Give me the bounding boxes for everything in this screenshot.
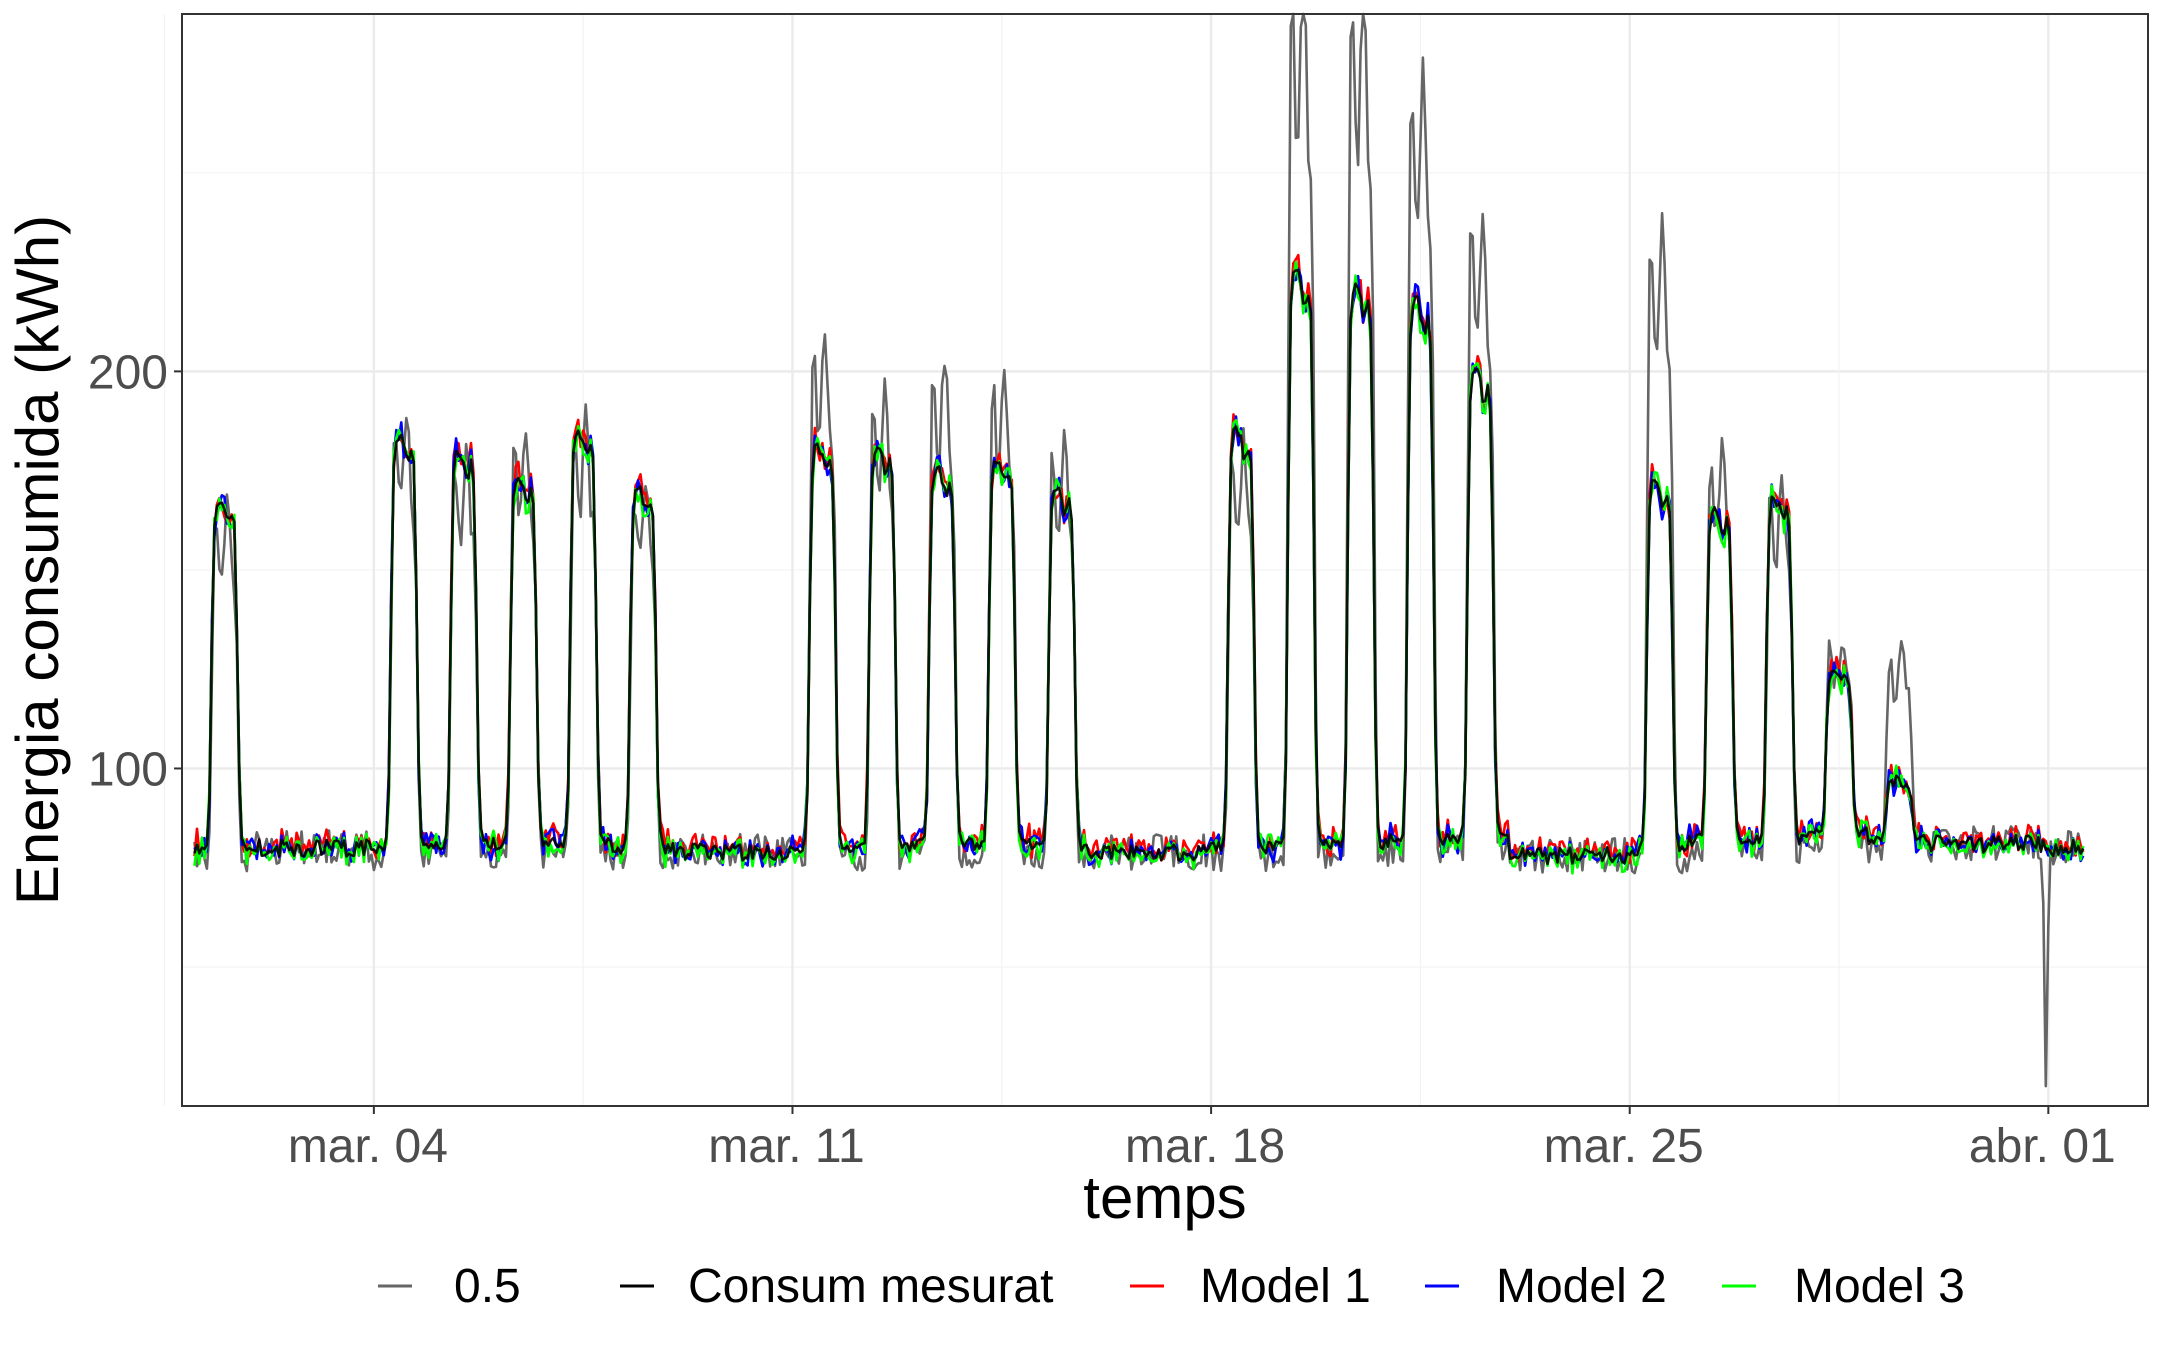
legend: 0.5 Consum mesurat Model 1 Model 2 Model 3 [378, 1260, 1965, 1313]
x-tick-label: mar. 04 [288, 1120, 448, 1173]
plot-panel-border [181, 13, 2149, 1107]
x-tick-label: abr. 01 [1969, 1120, 2116, 1173]
y-axis: 100 200 [88, 346, 182, 796]
legend-label: Model 2 [1496, 1260, 1667, 1313]
series-line-q50 [193, 12, 2085, 1088]
series-line-model3 [193, 260, 2085, 875]
x-tick-label: mar. 11 [708, 1120, 865, 1173]
series-lines [193, 12, 2085, 1088]
legend-label: Model 1 [1200, 1260, 1371, 1313]
grid [163, 14, 2148, 1106]
x-tick-label: mar. 18 [1125, 1120, 1285, 1173]
y-tick-label: 200 [88, 346, 168, 399]
legend-label: 0.5 [454, 1260, 521, 1313]
y-tick-label: 100 [88, 743, 168, 796]
x-axis: mar. 04 mar. 11 mar. 18 mar. 25 abr. 01 [288, 1106, 2116, 1173]
series-line-measured [193, 268, 2085, 866]
legend-label: Consum mesurat [688, 1260, 1053, 1313]
legend-label: Model 3 [1794, 1260, 1965, 1313]
x-axis-title: temps [1083, 1164, 1246, 1231]
y-axis-title: Energia consumida (kWh) [4, 215, 71, 905]
x-tick-label: mar. 25 [1544, 1120, 1704, 1173]
